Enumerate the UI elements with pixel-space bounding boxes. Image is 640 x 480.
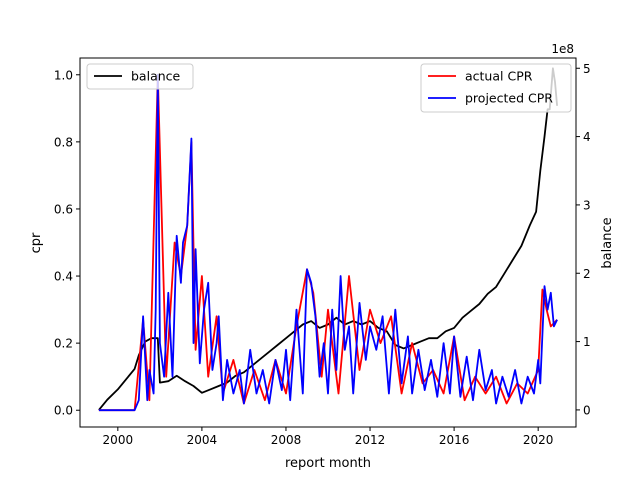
legend-right-box: [420, 63, 572, 113]
series-line-balance: [98, 67, 558, 411]
y-left-tick-label: 0.2: [54, 337, 73, 351]
y-right-tick-label: 5: [583, 62, 591, 76]
right-axis-offset-label: 1e8: [551, 42, 574, 56]
x-axis-label: report month: [285, 456, 371, 471]
x-tick-label: 2012: [355, 433, 386, 447]
y-right-tick-label: 4: [583, 130, 591, 144]
y-right-tick-label: 1: [583, 335, 591, 349]
x-tick-label: 2004: [187, 433, 218, 447]
y-right-tick-label: 3: [583, 198, 591, 212]
x-tick-label: 2020: [523, 433, 554, 447]
y-right-tick-label: 0: [583, 403, 591, 417]
y-axis-label-right: balance: [600, 217, 615, 268]
y-left-tick-label: 0.6: [54, 202, 73, 216]
y-right-tick-label: 2: [583, 267, 591, 281]
y-left-tick-label: 0.0: [54, 404, 73, 418]
legend-right-label-1: projected CPR: [465, 91, 553, 106]
legend-right: actual CPR projected CPR: [420, 63, 572, 113]
x-tick-label: 2008: [271, 433, 302, 447]
axis-layer: 2000 2004 2008 2012 2016 2020 0.0 0.2 0.4 0.6 0.8 1…: [54, 62, 591, 447]
y-left-tick-label: 0.8: [54, 135, 73, 149]
series-line-actual-cpr: [98, 73, 558, 412]
series-layer: [98, 67, 558, 412]
plot-frame: [79, 57, 577, 428]
legend-left-label-0: balance: [131, 69, 181, 84]
y-left-tick-label: 0.4: [54, 270, 73, 284]
legend-right-label-0: actual CPR: [465, 69, 533, 84]
y-left-tick-label: 1.0: [54, 68, 73, 82]
series-line-projected-cpr: [98, 73, 558, 412]
legend-left: balance: [86, 63, 194, 90]
x-tick-label: 2016: [439, 433, 470, 447]
x-tick-label: 2000: [103, 433, 134, 447]
y-axis-label-left: cpr: [29, 232, 44, 253]
legend-left-box: [86, 63, 194, 90]
